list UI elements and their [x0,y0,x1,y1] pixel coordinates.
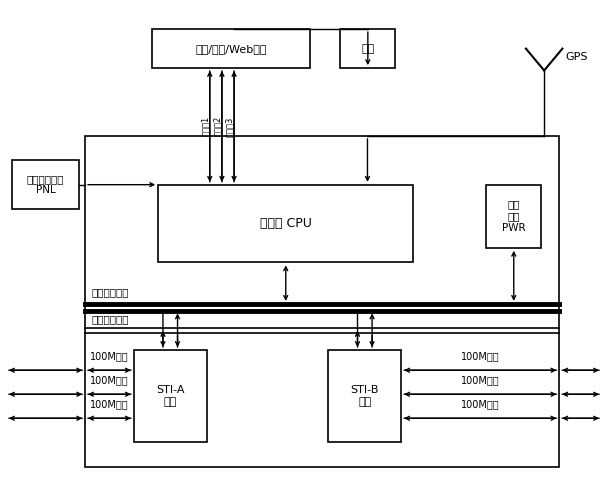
Text: 100M光纤: 100M光纤 [90,351,129,362]
Text: 调试: 调试 [361,44,375,53]
Text: STI-B
模块: STI-B 模块 [351,385,379,407]
Bar [134,350,207,442]
Bar [85,136,559,467]
Text: 100M光纤: 100M光纤 [90,399,129,410]
Bar [12,160,79,209]
Text: 以太图2: 以太图2 [213,116,222,137]
Text: 100M光纤: 100M光纤 [90,376,129,385]
Bar [340,29,395,68]
Text: 100M光纤: 100M光纤 [461,399,500,410]
Bar [158,185,413,262]
Text: 以太图1: 以太图1 [201,116,210,137]
Text: 电源
模块
PWR: 电源 模块 PWR [502,200,525,233]
Text: 以太图3: 以太图3 [226,116,234,137]
Text: STI-A
模块: STI-A 模块 [156,385,184,407]
Text: 监控/远动/Web浏览: 监控/远动/Web浏览 [195,44,267,53]
Bar [152,29,310,68]
Text: GPS: GPS [565,52,588,62]
Text: 内部时间同步: 内部时间同步 [91,314,129,324]
Text: 100M光纤: 100M光纤 [461,376,500,385]
Text: 100M光纤: 100M光纤 [461,351,500,362]
Text: 人机交互模块
PNL: 人机交互模块 PNL [27,174,64,195]
Text: 管理主 CPU: 管理主 CPU [260,217,312,230]
Text: 内部数据总线: 内部数据总线 [91,287,129,297]
Bar [486,185,541,248]
Bar [328,350,401,442]
